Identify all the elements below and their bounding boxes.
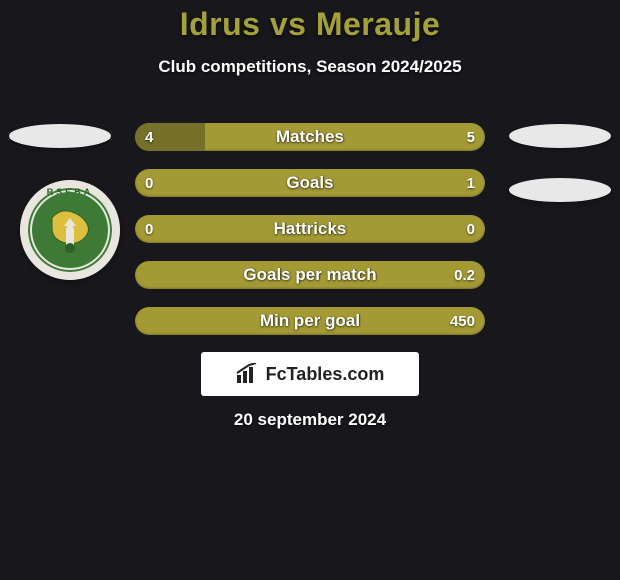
bar-label: Goals [135,173,485,193]
bar-value-right: 5 [467,129,475,146]
bar-fill-left [135,123,205,151]
content-root: Idrus vs Merauje Club competitions, Seas… [0,0,620,580]
stat-bar-row: Goals per match0.2 [135,261,485,289]
badge-inner [32,192,108,268]
bar-value-right: 0 [467,221,475,238]
bar-value-right: 1 [467,175,475,192]
stat-bar-row: Hattricks0 0 [135,215,485,243]
brand-text: FcTables.com [266,364,385,385]
page-title: Idrus vs Merauje [0,0,620,43]
stat-bars: Matches45Goals01Hattricks00Goals per mat… [135,123,485,353]
club-badge-left: RSEBA [20,180,120,280]
bar-value-left: 0 [145,175,153,192]
stat-bar-row: Min per goal450 [135,307,485,335]
subtitle: Club competitions, Season 2024/2025 [0,57,620,77]
bar-label: Min per goal [135,311,485,331]
bar-label: Hattricks [135,219,485,239]
bar-value-left: 0 [145,221,153,238]
bar-value-right: 0.2 [454,267,475,284]
bars-chart-icon [236,363,260,385]
player-right-ellipse-2 [509,178,611,202]
player-left-ellipse [9,124,111,148]
brand-box[interactable]: FcTables.com [201,352,419,396]
stat-bar-row: Matches45 [135,123,485,151]
player-right-ellipse-1 [509,124,611,148]
bar-label: Goals per match [135,265,485,285]
bar-value-right: 450 [450,313,475,330]
date-line: 20 september 2024 [0,410,620,430]
stat-bar-row: Goals0 1 [135,169,485,197]
badge-crest-icon [40,200,100,260]
